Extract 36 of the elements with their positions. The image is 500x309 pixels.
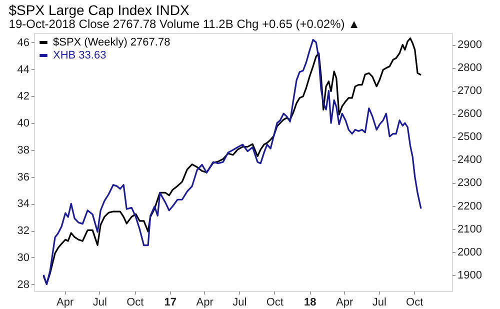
x-tick-label: Apr — [196, 296, 214, 308]
y2-tick-label: 2200 — [458, 200, 482, 212]
y-tick-label: 46 — [17, 36, 30, 49]
x-tick-label: 17 — [164, 296, 177, 308]
y-tick-label: 38 — [17, 144, 30, 156]
x-tick-label: 18 — [304, 296, 316, 308]
y2-tick-label: 2600 — [458, 108, 482, 120]
y2-tick-label: 1900 — [458, 269, 482, 282]
y2-tick-label: 2100 — [458, 223, 482, 236]
x-tick-label: Jul — [232, 296, 247, 308]
legend-label: XHB 33.63 — [53, 50, 106, 62]
y2-tick-label: 2500 — [458, 131, 482, 144]
y2-tick-label: 2000 — [458, 246, 482, 258]
y2-tick-label: 2400 — [458, 154, 482, 166]
x-tick-label: Apr — [336, 296, 354, 308]
chart-subtitle: 19-Oct-2018 Close 2767.78 Volume 11.2B Chg +0.65 (+0.02%) ▲ — [8, 17, 360, 31]
x-tick-label: Oct — [126, 296, 144, 308]
x-tick-label: Oct — [406, 296, 424, 308]
y2-tick-label: 2700 — [458, 85, 482, 98]
y-tick-label: 44 — [17, 64, 30, 76]
y-tick-label: 36 — [17, 171, 30, 184]
chart-title: $SPX Large Cap Index INDX — [8, 2, 190, 18]
x-tick-label: Jul — [372, 296, 386, 308]
x-tick-label: Jul — [92, 296, 107, 308]
legend-label: $SPX (Weekly) 2767.78 — [53, 36, 170, 48]
x-tick-label: Apr — [56, 296, 74, 308]
y2-tick-label: 2900 — [458, 39, 482, 52]
y-tick-label: 30 — [17, 252, 30, 264]
y-tick-label: 40 — [17, 118, 30, 130]
y-tick-label: 42 — [17, 90, 30, 103]
y-tick-label: 34 — [17, 198, 30, 210]
y-tick-label: 32 — [17, 225, 30, 238]
y2-tick-label: 2300 — [458, 177, 482, 190]
y2-tick-label: 2800 — [458, 62, 482, 74]
x-tick-label: Oct — [266, 296, 284, 308]
y-tick-label: 28 — [17, 278, 30, 291]
